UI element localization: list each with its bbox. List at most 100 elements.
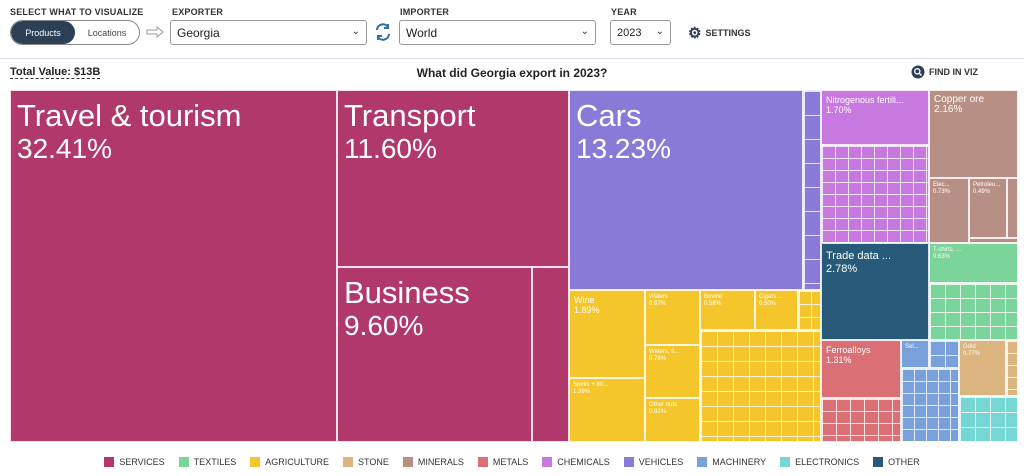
importer-value: World [406, 25, 438, 40]
tile-textiles-small[interactable] [929, 283, 1018, 340]
total-value[interactable]: Total Value: $13B [10, 66, 101, 79]
legend-agriculture[interactable]: AGRICULTURE [250, 457, 329, 467]
tile-name: Ferroalloys [826, 345, 871, 355]
find-label: FIND IN VIZ [929, 67, 978, 77]
toggle-locations[interactable]: Locations [87, 27, 127, 38]
tile-waters-fl[interactable]: Waters, fl... 0.78% [645, 345, 700, 398]
legend-metals[interactable]: METALS [477, 457, 529, 467]
legend-minerals[interactable]: MINERALS [402, 457, 464, 467]
tile-name: Nitrogenous fertili... [826, 95, 904, 105]
tile-agriculture-small[interactable] [700, 330, 821, 442]
legend-label: OTHER [888, 457, 920, 467]
year-select[interactable]: 2023 ⌄ [610, 20, 671, 45]
legend-services[interactable]: SERVICES [104, 457, 165, 467]
legend-swatch [402, 457, 413, 467]
tile-services-other[interactable] [532, 267, 569, 442]
tile-pct: 0.77% [963, 351, 981, 357]
legend-chemicals[interactable]: CHEMICALS [542, 457, 610, 467]
tile-transport[interactable]: Transport 11.60% [337, 90, 569, 267]
legend-swatch [343, 457, 354, 467]
tile-pct: 32.41% [17, 133, 112, 164]
tile-pct: 0.49% [973, 189, 991, 195]
swap-icon[interactable] [373, 22, 393, 42]
legend-swatch [697, 457, 708, 467]
tile-bovine[interactable]: Bovine 0.58% [700, 290, 755, 330]
tile-machinery-small[interactable] [929, 340, 959, 368]
tile-ferroalloys[interactable]: Ferroalloys 1.31% [821, 340, 901, 398]
tile-name: T-shirts, ... [933, 247, 962, 253]
page-title: What did Georgia export in 2023? [416, 66, 608, 80]
tile-stone-small[interactable] [1006, 340, 1018, 396]
tile-minerals-small[interactable] [969, 238, 1018, 243]
tile-name: Waters, fl... [649, 349, 680, 355]
exporter-select[interactable]: Georgia ⌄ [170, 20, 367, 45]
tile-pct: 0.63% [933, 254, 951, 260]
tile-waters[interactable]: Waters 0.97% [645, 290, 700, 345]
tile-name: Travel & tourism [17, 98, 242, 133]
legend-vehicles[interactable]: VEHICLES [623, 457, 684, 467]
tile-cars[interactable]: Cars 13.23% [569, 90, 803, 290]
legend-swatch [542, 457, 553, 467]
settings-button[interactable]: ⚙ SETTINGS [688, 24, 750, 42]
tile-name: Other nuts [649, 402, 678, 408]
tile-vehicles-small[interactable] [803, 90, 821, 290]
tile-machinery-small[interactable] [901, 368, 959, 442]
tile-pct: 0.97% [649, 301, 667, 307]
tile-name: Transport [344, 98, 476, 133]
legend-label: MINERALS [417, 457, 464, 467]
legend-label: ELECTRONICS [795, 457, 860, 467]
tile-nitrogenous-fertilizers[interactable]: Nitrogenous fertili... 1.70% [821, 90, 929, 145]
legend-label: AGRICULTURE [265, 457, 330, 467]
tile-wine[interactable]: Wine 1.89% [569, 290, 645, 378]
tile-name: Waters [649, 294, 668, 300]
tile-copper-ore[interactable]: Copper ore 2.16% [929, 90, 1018, 178]
tile-sel[interactable]: Sel... [901, 340, 929, 368]
tile-name: Gold [963, 344, 976, 350]
tile-gold[interactable]: Gold 0.77% [959, 340, 1006, 396]
tile-name: Wine [574, 295, 595, 305]
tile-spirits[interactable]: Spirits + 80... 1.39% [569, 378, 645, 442]
gear-icon: ⚙ [688, 25, 702, 42]
tile-agriculture-small[interactable] [798, 290, 821, 330]
tile-minerals-small[interactable] [1007, 178, 1018, 238]
search-icon [911, 65, 925, 79]
tile-electronics-small[interactable] [959, 396, 1018, 442]
tile-name: Business [344, 275, 470, 310]
tile-pct: 1.31% [826, 355, 852, 365]
select-visualize-label: SELECT WHAT TO VISUALIZE [10, 7, 144, 17]
legend-label: METALS [492, 457, 529, 467]
legend-stone[interactable]: STONE [343, 457, 389, 467]
legend: SERVICES TEXTILES AGRICULTURE STONE MINE… [0, 457, 1024, 467]
tile-metals-small[interactable] [821, 398, 901, 442]
tile-name: Trade data ... [826, 250, 892, 262]
tile-cigars[interactable]: Cigars ... 0.50% [755, 290, 798, 330]
treemap: Travel & tourism 32.41% Transport 11.60%… [10, 90, 1018, 442]
legend-swatch [477, 457, 488, 467]
tile-name: Cars [576, 98, 642, 133]
legend-other[interactable]: OTHER [873, 457, 920, 467]
tile-name: Spirits + 80... [573, 382, 609, 388]
tile-other-nuts[interactable]: Other nuts 0.82% [645, 398, 700, 442]
year-value: 2023 [617, 26, 642, 39]
tile-name: Sel... [905, 344, 919, 350]
legend-textiles[interactable]: TEXTILES [178, 457, 236, 467]
tile-t-shirts[interactable]: T-shirts, ... 0.63% [929, 243, 1018, 283]
legend-swatch [780, 457, 791, 467]
year-label: YEAR [611, 7, 637, 17]
exporter-value: Georgia [177, 25, 220, 40]
tile-business[interactable]: Business 9.60% [337, 267, 532, 442]
toggle-products[interactable]: Products [11, 21, 75, 44]
find-in-viz-button[interactable]: FIND IN VIZ [911, 65, 978, 79]
tile-pct: 0.73% [933, 189, 951, 195]
legend-machinery[interactable]: MACHINERY [697, 457, 766, 467]
visualize-toggle[interactable]: Products Locations [10, 20, 140, 45]
tile-elec[interactable]: Elec... 0.73% [929, 178, 969, 243]
legend-electronics[interactable]: ELECTRONICS [780, 457, 859, 467]
legend-swatch [178, 457, 189, 467]
tile-chemicals-small[interactable] [821, 145, 929, 243]
tile-petroleum[interactable]: Petroleu... 0.49% [969, 178, 1007, 238]
importer-select[interactable]: World ⌄ [399, 20, 596, 45]
legend-label: VEHICLES [638, 457, 684, 467]
tile-trade-data[interactable]: Trade data ... 2.78% [821, 243, 929, 340]
tile-travel-tourism[interactable]: Travel & tourism 32.41% [10, 90, 337, 442]
